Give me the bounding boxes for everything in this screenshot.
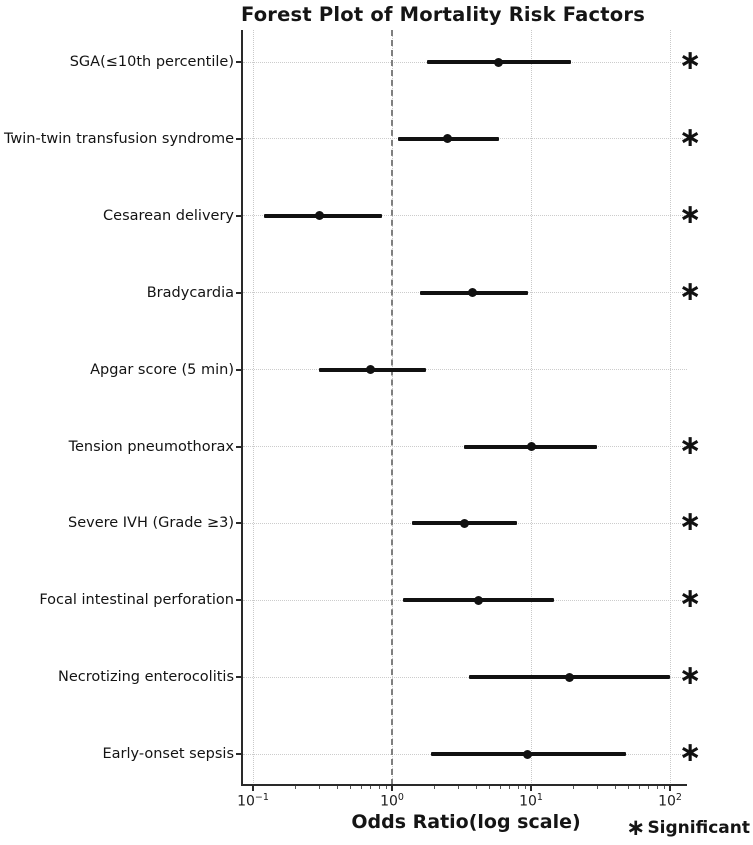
odds-ratio-point bbox=[523, 749, 533, 759]
significance-asterisk: ∗ bbox=[678, 45, 702, 76]
y-tick bbox=[236, 753, 242, 756]
row-label: Twin-twin transfusion syndrome bbox=[3, 130, 234, 147]
x-axis bbox=[241, 784, 687, 786]
significance-legend: ∗ Significant bbox=[626, 815, 750, 841]
x-gridline bbox=[530, 30, 532, 785]
row-label: Early-onset sepsis bbox=[102, 746, 234, 763]
significance-asterisk: ∗ bbox=[678, 198, 702, 230]
y-tick bbox=[236, 368, 242, 371]
x-minor-tick bbox=[294, 785, 296, 789]
significance-asterisk: ∗ bbox=[678, 737, 702, 769]
significance-asterisk: ∗ bbox=[678, 583, 702, 615]
significance-asterisk: ∗ bbox=[678, 429, 702, 461]
x-gridline bbox=[252, 30, 254, 785]
row-label: Apgar score (5 min) bbox=[90, 361, 234, 378]
x-minor-tick bbox=[648, 785, 650, 789]
x-minor-tick bbox=[572, 785, 574, 789]
row-gridline bbox=[243, 215, 687, 217]
row-label: Focal intestinal perforation bbox=[39, 592, 234, 609]
y-tick bbox=[236, 137, 242, 140]
x-minor-tick bbox=[475, 785, 477, 789]
y-tick bbox=[236, 676, 242, 679]
x-minor-tick bbox=[489, 785, 491, 789]
x-minor-tick bbox=[524, 785, 526, 789]
x-minor-tick bbox=[509, 785, 511, 789]
chart-title: Forest Plot of Mortality Risk Factors bbox=[240, 3, 646, 26]
x-minor-tick bbox=[628, 785, 630, 789]
odds-ratio-point bbox=[493, 57, 503, 67]
x-minor-tick bbox=[656, 785, 658, 789]
asterisk-icon: ∗ bbox=[626, 815, 646, 841]
x-tick-label: 102 bbox=[658, 792, 682, 810]
reference-line bbox=[391, 30, 393, 785]
row-gridline bbox=[243, 676, 687, 678]
odds-ratio-point bbox=[526, 442, 536, 451]
odds-ratio-point bbox=[459, 518, 469, 528]
x-minor-tick bbox=[614, 785, 616, 789]
y-tick bbox=[236, 214, 242, 217]
row-label: Cesarean delivery bbox=[103, 207, 234, 224]
x-gridline bbox=[669, 30, 671, 785]
x-minor-tick bbox=[350, 785, 352, 789]
x-minor-tick bbox=[663, 785, 665, 789]
significance-asterisk: ∗ bbox=[678, 275, 702, 307]
x-minor-tick bbox=[458, 785, 460, 789]
x-tick bbox=[391, 785, 393, 791]
x-minor-tick bbox=[370, 785, 372, 789]
x-tick-label: 100 bbox=[380, 792, 404, 810]
y-tick bbox=[236, 61, 242, 63]
x-minor-tick bbox=[500, 785, 502, 789]
row-label: SGA(≤10th percentile) bbox=[69, 54, 234, 70]
odds-ratio-point bbox=[442, 134, 452, 144]
y-tick bbox=[236, 291, 242, 294]
row-label: Bradycardia bbox=[146, 284, 234, 301]
x-axis-label: Odds Ratio(log scale) bbox=[351, 811, 581, 833]
y-tick bbox=[236, 522, 242, 525]
x-minor-tick bbox=[517, 785, 519, 789]
x-minor-tick bbox=[336, 785, 338, 789]
x-minor-tick bbox=[385, 785, 387, 789]
x-minor-tick bbox=[639, 785, 641, 789]
x-minor-tick bbox=[433, 785, 435, 789]
x-tick bbox=[252, 785, 254, 791]
x-minor-tick bbox=[361, 785, 363, 789]
x-tick-label: 10−1 bbox=[237, 792, 269, 810]
significance-asterisk: ∗ bbox=[678, 506, 702, 538]
y-tick bbox=[236, 599, 242, 602]
y-axis bbox=[241, 30, 243, 785]
odds-ratio-point bbox=[314, 211, 324, 221]
odds-ratio-point bbox=[474, 595, 484, 605]
odds-ratio-point bbox=[365, 365, 375, 375]
x-minor-tick bbox=[597, 785, 599, 789]
x-tick-label: 101 bbox=[519, 792, 543, 810]
x-tick bbox=[530, 785, 532, 791]
odds-ratio-point bbox=[468, 288, 478, 298]
row-label: Severe IVH (Grade ≥3) bbox=[67, 515, 234, 532]
x-minor-tick bbox=[319, 785, 321, 789]
significance-asterisk: ∗ bbox=[678, 660, 702, 692]
row-label: Tension pneumothorax bbox=[68, 438, 234, 455]
x-tick bbox=[669, 785, 671, 791]
legend-label: Significant bbox=[647, 818, 750, 838]
row-gridline bbox=[243, 369, 687, 371]
row-label: Necrotizing enterocolitis bbox=[57, 669, 234, 686]
significance-asterisk: ∗ bbox=[678, 121, 702, 153]
y-tick bbox=[236, 445, 242, 448]
odds-ratio-point bbox=[565, 672, 575, 682]
x-minor-tick bbox=[378, 785, 380, 789]
